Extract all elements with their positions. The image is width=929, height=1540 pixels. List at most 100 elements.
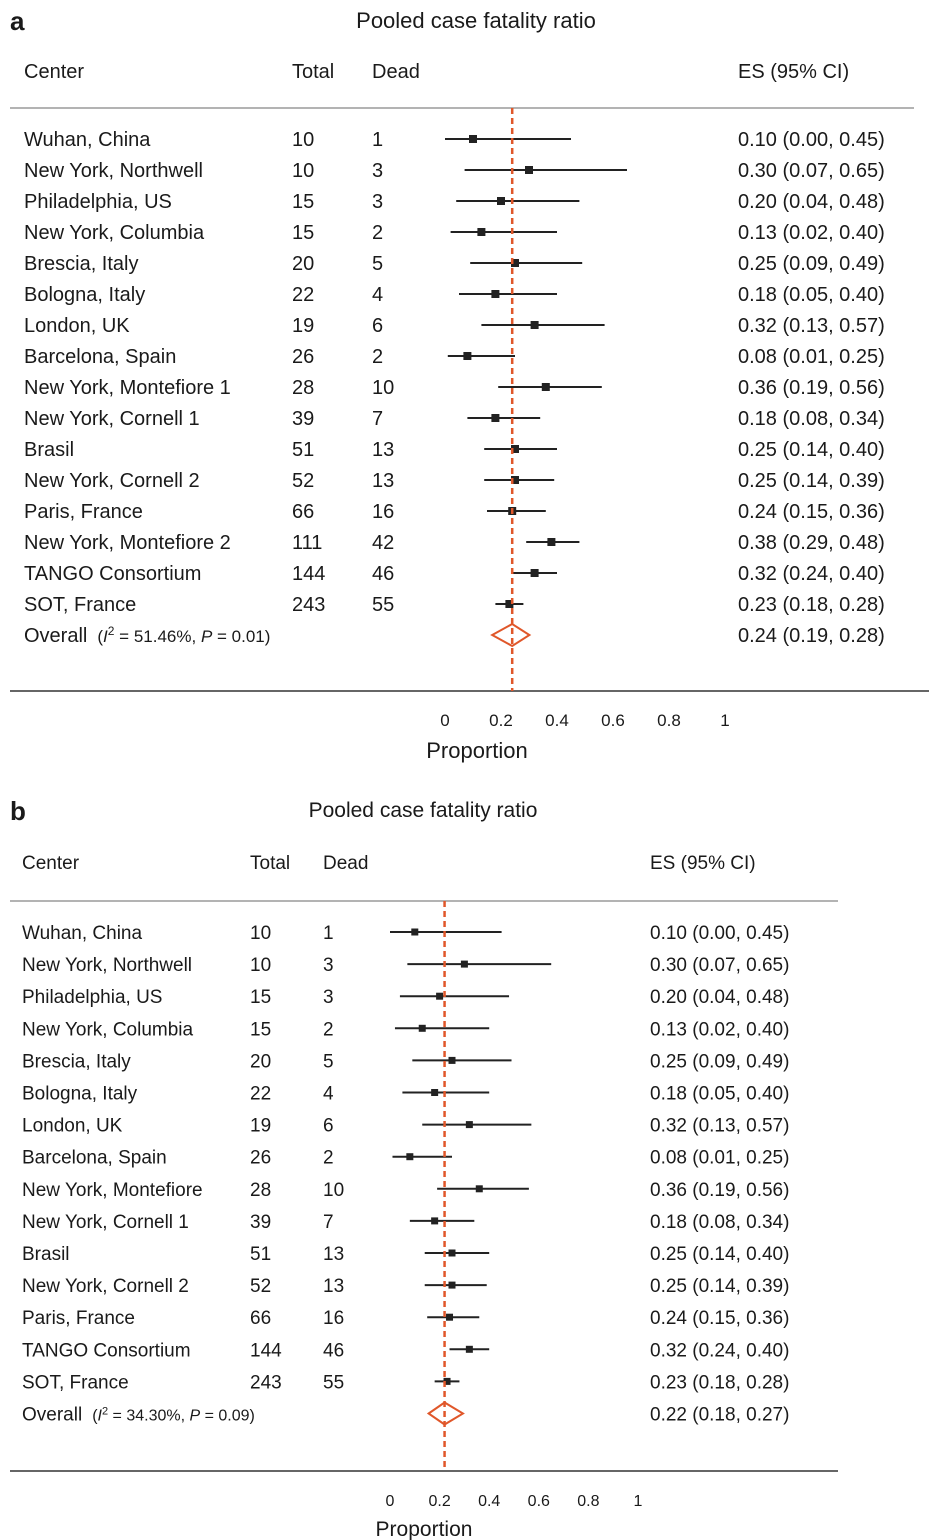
- column-header-total: Total: [250, 853, 290, 874]
- study-total: 144: [250, 1340, 282, 1361]
- study-es-text: 0.25 (0.14, 0.39): [650, 1276, 789, 1297]
- point-estimate-marker: [406, 1153, 414, 1161]
- pooled-estimate-diamond: [426, 1401, 465, 1426]
- x-tick-label: 0.6: [528, 1493, 550, 1510]
- study-center-label: Brescia, Italy: [22, 1051, 131, 1072]
- heterogeneity-part: P: [189, 1408, 200, 1425]
- point-estimate-marker: [511, 476, 519, 484]
- heterogeneity-part: P: [201, 627, 213, 646]
- study-total: 111: [292, 532, 322, 554]
- study-dead: 6: [372, 315, 383, 337]
- study-center-label: SOT, France: [24, 594, 136, 616]
- study-center-label: New York, Northwell: [24, 160, 203, 182]
- study-es-text: 0.25 (0.09, 0.49): [650, 1051, 789, 1072]
- heterogeneity-stats: (I2 = 51.46%, P = 0.01): [97, 624, 270, 646]
- study-center-label: Bologna, Italy: [24, 284, 145, 306]
- point-estimate-marker: [411, 928, 419, 936]
- study-es-text: 0.08 (0.01, 0.25): [650, 1148, 789, 1169]
- study-es-text: 0.25 (0.14, 0.39): [738, 470, 885, 492]
- study-total: 144: [292, 563, 325, 585]
- study-center-label: Bologna, Italy: [22, 1084, 138, 1105]
- study-es-text: 0.13 (0.02, 0.40): [738, 222, 885, 244]
- study-dead: 13: [323, 1244, 344, 1265]
- study-es-text: 0.10 (0.00, 0.45): [650, 923, 789, 944]
- point-estimate-marker: [448, 1249, 456, 1257]
- study-total: 52: [250, 1276, 271, 1297]
- study-center-label: SOT, France: [22, 1372, 129, 1393]
- study-total: 66: [250, 1308, 271, 1329]
- study-total: 15: [250, 1019, 271, 1040]
- study-dead: 55: [372, 594, 394, 616]
- study-total: 39: [250, 1212, 271, 1233]
- study-dead: 2: [372, 222, 383, 244]
- study-es-text: 0.10 (0.00, 0.45): [738, 129, 885, 151]
- study-es-text: 0.32 (0.24, 0.40): [650, 1340, 789, 1361]
- point-estimate-marker: [505, 600, 514, 608]
- chart-title: Pooled case fatality ratio: [356, 8, 596, 33]
- point-estimate-marker: [448, 1056, 456, 1064]
- point-estimate-marker: [530, 321, 539, 329]
- study-es-text: 0.23 (0.18, 0.28): [738, 594, 885, 616]
- study-es-text: 0.32 (0.13, 0.57): [738, 315, 885, 337]
- pooled-estimate-diamond: [490, 622, 532, 648]
- study-total: 52: [292, 470, 314, 492]
- x-tick-label: 0.4: [545, 711, 569, 730]
- study-dead: 2: [372, 346, 383, 368]
- x-tick-label: 0.2: [428, 1493, 450, 1510]
- study-center-label: New York, Cornell 2: [22, 1276, 189, 1297]
- study-center-label: Brasil: [24, 439, 74, 461]
- study-dead: 1: [372, 129, 383, 151]
- heterogeneity-part: (: [97, 627, 103, 646]
- column-header-total: Total: [292, 61, 334, 83]
- heterogeneity-part: 2: [102, 1406, 108, 1418]
- study-dead: 1: [323, 923, 334, 944]
- study-center-label: New York, Montefiore: [22, 1180, 203, 1201]
- study-dead: 13: [372, 470, 394, 492]
- study-dead: 10: [372, 377, 394, 399]
- column-header-dead: Dead: [323, 853, 368, 874]
- panel-label: a: [10, 6, 25, 36]
- overall-text: Overall: [24, 625, 87, 647]
- study-center-label: New York, Columbia: [22, 1019, 194, 1040]
- study-dead: 55: [323, 1372, 344, 1393]
- study-es-text: 0.25 (0.14, 0.40): [738, 439, 885, 461]
- study-total: 10: [250, 955, 271, 976]
- point-estimate-marker: [448, 1281, 456, 1289]
- study-total: 66: [292, 501, 314, 523]
- panel-a: a Pooled case fatality ratio Center Total De…: [10, 6, 929, 763]
- study-total: 10: [292, 160, 314, 182]
- x-tick-label: 0.6: [601, 711, 625, 730]
- study-es-text: 0.18 (0.08, 0.34): [738, 408, 885, 430]
- study-es-text: 0.20 (0.04, 0.48): [650, 987, 789, 1008]
- study-total: 10: [250, 923, 271, 944]
- study-center-label: New York, Columbia: [24, 222, 205, 244]
- study-es-text: 0.32 (0.13, 0.57): [650, 1116, 789, 1137]
- heterogeneity-part: I: [98, 1408, 103, 1425]
- study-center-label: New York, Cornell 1: [22, 1212, 189, 1233]
- point-estimate-marker: [525, 166, 533, 174]
- study-es-text: 0.18 (0.05, 0.40): [738, 284, 885, 306]
- study-dead: 13: [323, 1276, 344, 1297]
- overall-label: Overall (I2 = 51.46%, P = 0.01): [24, 624, 270, 647]
- study-total: 19: [250, 1116, 271, 1137]
- study-center-label: New York, Northwell: [22, 955, 192, 976]
- point-estimate-marker: [491, 414, 500, 422]
- x-axis-label: Proportion: [426, 738, 528, 763]
- point-estimate-marker: [465, 1121, 473, 1129]
- heterogeneity-part: I: [103, 627, 108, 646]
- x-axis-label: Proportion: [376, 1518, 473, 1540]
- x-tick-label: 0.4: [478, 1493, 500, 1510]
- overall-label: Overall (I2 = 34.30%, P = 0.09): [22, 1405, 255, 1426]
- study-es-text: 0.25 (0.09, 0.49): [738, 253, 885, 275]
- study-es-text: 0.30 (0.07, 0.65): [738, 160, 885, 182]
- point-estimate-marker: [436, 992, 444, 1000]
- study-dead: 16: [323, 1308, 344, 1329]
- study-dead: 3: [372, 160, 383, 182]
- heterogeneity-stats: (I2 = 34.30%, P = 0.09): [92, 1406, 255, 1425]
- study-dead: 16: [372, 501, 394, 523]
- study-total: 19: [292, 315, 314, 337]
- study-center-label: Philadelphia, US: [22, 987, 162, 1008]
- study-es-text: 0.23 (0.18, 0.28): [650, 1372, 789, 1393]
- study-dead: 10: [323, 1180, 344, 1201]
